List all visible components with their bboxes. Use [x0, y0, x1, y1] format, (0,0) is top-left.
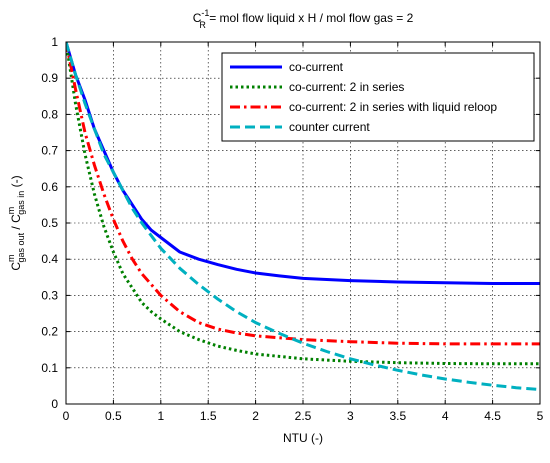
title-rest: = mol flow liquid x H / mol flow gas = 2 — [206, 11, 414, 25]
x-tick-label: 1.5 — [200, 409, 217, 423]
series-line-2 — [66, 42, 540, 366]
y-tick-label: 0.9 — [41, 71, 58, 85]
title-c-letter: C — [193, 11, 202, 25]
ylabel-c1: C — [9, 262, 23, 271]
y-tick-label: 0.2 — [41, 325, 58, 339]
x-tick-label: 1 — [157, 409, 164, 423]
x-tick-label: 3.5 — [389, 409, 406, 423]
y-tick-label: 0.6 — [41, 180, 58, 194]
series-line-4 — [66, 42, 540, 391]
y-tick-label: 0.4 — [41, 252, 58, 266]
series-layer — [66, 42, 540, 391]
svg-text:Cmgas out / Cmgas in (-): Cmgas out / Cmgas in (-) — [6, 175, 26, 270]
legend: co-current co-current: 2 in series co-curr… — [221, 52, 535, 142]
y-tick-label: 1 — [51, 35, 58, 49]
legend-label-2: co-current: 2 in series — [289, 80, 404, 94]
y-axis-label: Cmgas out / Cmgas in (-) — [6, 175, 26, 270]
x-tick-label: 4 — [442, 409, 449, 423]
chart-title: C-1 R = mol flow liquid x H / mol flow ga… — [193, 8, 414, 30]
y-tick-label: 0.5 — [41, 216, 58, 230]
ylabel-c2: C — [9, 214, 23, 223]
ylabel-c2-sup: m — [6, 207, 16, 215]
x-tick-label: 3 — [347, 409, 354, 423]
x-tick-label: 2 — [252, 409, 259, 423]
y-tick-label: 0.8 — [41, 107, 58, 121]
ylabel-separator: / — [9, 223, 23, 233]
y-tick-label: 0.1 — [41, 361, 58, 375]
x-tick-label: 2.5 — [295, 409, 312, 423]
legend-label-1: co-current — [289, 60, 344, 74]
x-tick-label: 0 — [63, 409, 70, 423]
x-tick-label: 0.5 — [105, 409, 122, 423]
x-tick-label: 4.5 — [484, 409, 501, 423]
x-tick-label: 5 — [537, 409, 544, 423]
title-superscript: -1 — [201, 8, 209, 18]
ylabel-c1-sup: m — [6, 254, 16, 262]
series-line-3 — [66, 42, 540, 346]
y-tick-label: 0.7 — [41, 144, 58, 158]
title-subscript: R — [199, 20, 206, 30]
y-tick-label: 0 — [51, 397, 58, 411]
legend-label-3: co-current: 2 in series with liquid relo… — [289, 100, 497, 114]
ylabel-unit: (-) — [9, 175, 23, 190]
y-tick-label: 0.3 — [41, 288, 58, 302]
x-axis-label: NTU (-) — [283, 431, 323, 445]
ylabel-c1-sub: gas out — [16, 232, 26, 262]
ylabel-c2-sub: gas in — [16, 191, 26, 215]
ticks: 0 0.5 1 1.5 2 2.5 3 3.5 4 4.5 5 0 0.1 0.2 0.3 0.4 0.5 0.6… — [41, 35, 543, 423]
legend-label-4: counter current — [289, 120, 370, 134]
